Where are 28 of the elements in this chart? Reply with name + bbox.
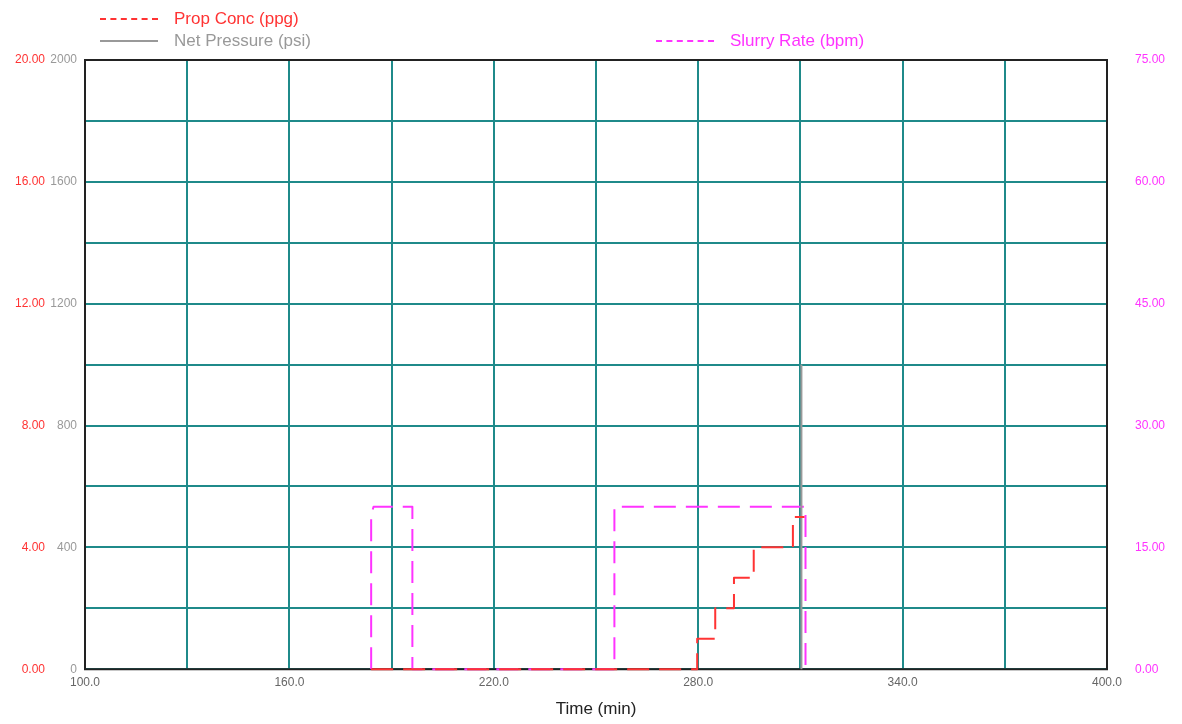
y-tick-label: 16.00 — [14, 174, 46, 189]
y2-tick-label: 1200 — [50, 295, 78, 310]
x-tick-label: 340.0 — [887, 674, 918, 689]
y3-tick-label: 0.00 — [1135, 661, 1159, 676]
y2-tick-label: 0 — [70, 661, 78, 676]
x-tick-label: 280.0 — [683, 674, 714, 689]
y-tick-label: 12.00 — [14, 295, 46, 310]
y2-tick-label: 400 — [56, 539, 78, 554]
x-tick-label: 100.0 — [69, 674, 101, 689]
legend-label: Prop Conc (ppg) — [174, 9, 299, 29]
y-tick-label: 4.00 — [21, 539, 46, 554]
x-tick-label: 220.0 — [478, 674, 510, 689]
x-tick-label: 400.0 — [1091, 674, 1123, 689]
x-tick-label: 160.0 — [274, 674, 305, 689]
y3-tick-label: 15.00 — [1135, 539, 1166, 554]
y3-tick-label: 45.00 — [1135, 295, 1166, 310]
y3-tick-label: 75.00 — [1135, 52, 1166, 67]
y2-tick-label: 1600 — [50, 174, 78, 189]
y3-tick-label: 60.00 — [1135, 174, 1166, 189]
y2-tick-label: 800 — [56, 417, 78, 432]
y2-tick-label: 2000 — [50, 52, 78, 67]
y3-tick-label: 30.00 — [1135, 417, 1166, 432]
y-tick-label: 8.00 — [21, 417, 46, 432]
x-axis-title: Time (min) — [555, 699, 637, 719]
legend-label: Slurry Rate (bpm) — [730, 31, 865, 51]
y-tick-label: 20.00 — [14, 52, 46, 67]
legend-label: Net Pressure (psi) — [174, 31, 311, 51]
y-tick-label: 0.00 — [21, 661, 46, 676]
